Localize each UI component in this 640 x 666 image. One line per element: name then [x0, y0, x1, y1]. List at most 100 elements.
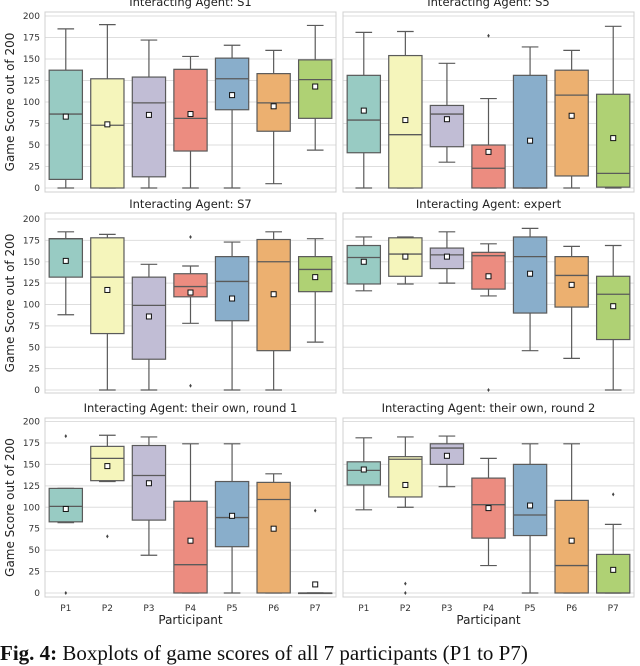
box-p2 [388, 236, 423, 285]
mean-marker [62, 113, 69, 120]
mean-marker [360, 107, 367, 114]
mean-marker [312, 581, 319, 588]
box-p2 [388, 436, 423, 595]
x-axis-label: Participant [456, 613, 521, 627]
outlier-point [404, 591, 407, 595]
y-tick-label: 100 [23, 301, 40, 311]
panel-frame [44, 11, 337, 193]
mean-marker [270, 525, 277, 532]
y-tick-label: 125 [23, 482, 40, 492]
panel-6: Interacting Agent: their own, round 2 P1 P… [342, 401, 635, 627]
mean-marker [104, 121, 111, 128]
mean-marker [104, 463, 111, 470]
box-p1 [346, 236, 382, 292]
box-p1 [48, 28, 84, 189]
x-tick-label: P1 [358, 604, 369, 614]
box-p7 [297, 238, 333, 343]
box-p3 [429, 231, 465, 284]
mean-marker [360, 466, 367, 473]
box-p6 [256, 473, 291, 594]
box-p5 [512, 227, 548, 352]
mean-marker [145, 313, 152, 320]
box-p6 [256, 231, 291, 391]
mean-marker [443, 116, 450, 123]
panel-frame [44, 417, 337, 598]
mean-marker [568, 537, 575, 544]
panel-frame [342, 212, 635, 394]
box-p3 [429, 435, 465, 488]
mean-marker [527, 502, 534, 509]
box-p2 [388, 30, 423, 189]
mean-marker [568, 281, 575, 288]
box-iqr [297, 59, 333, 119]
y-tick-label: 0 [34, 184, 40, 194]
box-iqr [256, 481, 291, 594]
y-tick-label: 100 [23, 98, 40, 108]
box-p4 [173, 234, 208, 388]
box-iqr [214, 57, 250, 111]
box-p1 [48, 231, 84, 316]
mean-marker [610, 303, 617, 310]
y-tick-label: 200 [23, 12, 40, 22]
box-p1 [346, 437, 382, 511]
mean-marker [270, 291, 277, 298]
mean-marker [229, 295, 236, 302]
y-tick-label: 75 [29, 525, 40, 535]
y-tick-label: 200 [23, 215, 40, 225]
y-axis-label: Game Score out of 200 [3, 33, 17, 172]
box-p3 [131, 39, 167, 189]
outlier-point [189, 383, 192, 388]
y-tick-label: 25 [29, 568, 40, 578]
box-p6 [554, 245, 589, 359]
box-iqr [48, 69, 84, 181]
box-iqr [471, 251, 506, 290]
y-tick-label: 125 [23, 77, 40, 87]
box-iqr [554, 69, 589, 177]
outlier-point [189, 234, 192, 239]
box-p2 [90, 434, 125, 539]
outlier-point [106, 534, 109, 539]
box-iqr [388, 456, 423, 498]
panel-frame [44, 212, 337, 394]
y-tick-label: 150 [23, 460, 40, 470]
box-iqr [512, 74, 548, 189]
mean-marker [402, 481, 409, 488]
outlier-point [404, 581, 407, 586]
x-tick-label: P5 [226, 604, 237, 614]
x-tick-label: P3 [441, 604, 452, 614]
mean-marker [312, 83, 319, 90]
box-p6 [554, 49, 589, 189]
mean-marker [145, 480, 152, 487]
y-tick-label: 100 [23, 503, 40, 513]
caption-text: Boxplots of game scores of all 7 partici… [62, 641, 528, 665]
y-tick-label: 75 [29, 120, 40, 130]
box-p2 [90, 24, 125, 189]
x-tick-label: P4 [483, 604, 494, 614]
mean-marker [610, 566, 617, 573]
y-axis-label: Game Score out of 200 [3, 438, 17, 577]
box-iqr [595, 553, 631, 594]
box-p5 [512, 443, 548, 594]
x-tick-label: P1 [60, 604, 71, 614]
mean-marker [485, 273, 492, 280]
box-iqr [173, 68, 208, 152]
box-p4 [471, 243, 506, 392]
box-p4 [471, 457, 506, 567]
y-tick-label: 0 [34, 386, 40, 396]
y-tick-label: 150 [23, 258, 40, 268]
y-tick-label: 200 [23, 418, 40, 428]
panel-1: Interacting Agent: S1 0 25 50 75 100 125 150 175… [3, 0, 337, 194]
mean-marker [360, 258, 367, 265]
y-tick-label: 50 [29, 343, 41, 353]
panel-title: Interacting Agent: their own, round 2 [382, 401, 596, 415]
box-iqr [131, 76, 167, 178]
mean-marker [187, 111, 194, 118]
box-p5 [214, 44, 250, 189]
mean-marker [270, 103, 277, 110]
mean-marker [402, 117, 409, 124]
mean-marker [62, 257, 69, 264]
x-tick-label: P5 [524, 604, 535, 614]
box-p6 [554, 443, 589, 594]
x-tick-label: P7 [608, 604, 619, 614]
mean-marker [443, 253, 450, 260]
